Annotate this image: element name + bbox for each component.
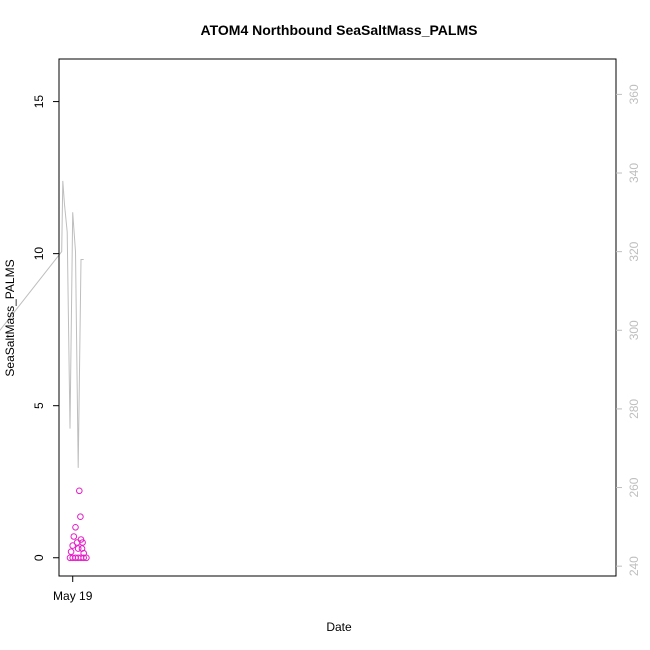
scatter-point: [76, 487, 83, 495]
scatter-point: [77, 513, 84, 521]
scatter-point: [69, 542, 76, 549]
y-tick-label: 10: [32, 247, 46, 261]
plot-frame: [58, 58, 617, 577]
y-tick-label: 15: [32, 95, 46, 109]
right-tick-label: 340: [627, 163, 641, 183]
x-axis: May 11May 13May 15May 17May 19: [53, 576, 93, 603]
chart-title: ATOM4 Northbound SeaSaltMass_PALMS: [201, 22, 478, 38]
scatter-point: [79, 539, 86, 546]
y-tick-label: 5: [32, 402, 46, 409]
right-tick-label: 260: [627, 477, 641, 497]
scatter-point: [67, 548, 75, 556]
right-tick-label: 320: [627, 241, 641, 261]
scatter-point: [70, 533, 78, 540]
scatter-point: [72, 524, 79, 531]
y-axis: 0 5 10 15: [32, 95, 59, 561]
scatter-point: [80, 554, 87, 562]
right-tick-label: 360: [627, 84, 641, 104]
scatter-points-layer: [66, 487, 90, 562]
right-tick-label: 300: [627, 320, 641, 340]
right-tick-label: 280: [627, 399, 641, 419]
scatter-point: [83, 554, 90, 562]
right-tick-label: 240: [627, 556, 641, 576]
x-tick-label: May 19: [53, 589, 93, 603]
x-axis-label: Date: [326, 620, 352, 634]
right-axis: 240 260 280 300 320 340 360: [616, 84, 641, 576]
y-tick-label: 0: [32, 554, 46, 561]
scatter-point: [74, 545, 82, 552]
y-axis-label: SeaSaltMass_PALMS: [3, 259, 17, 376]
